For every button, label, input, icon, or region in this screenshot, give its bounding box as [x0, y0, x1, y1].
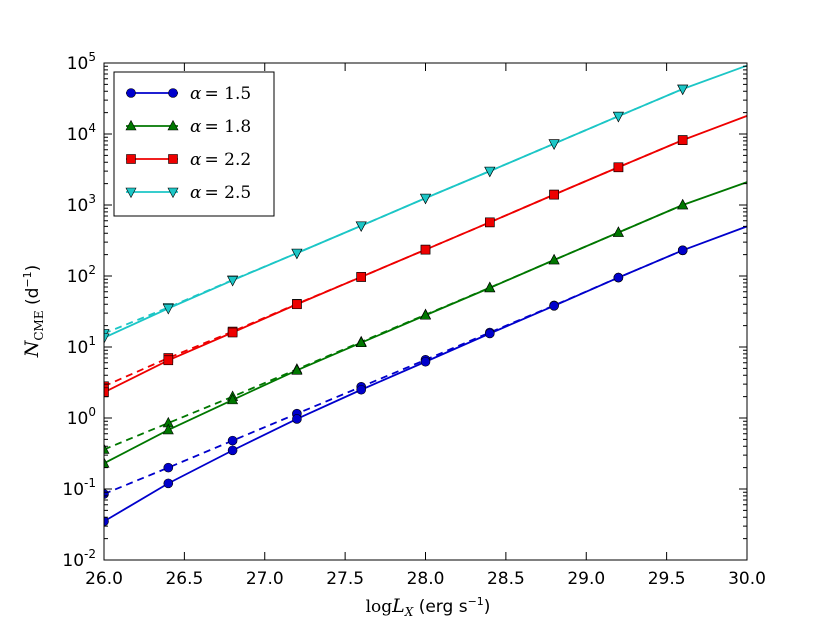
series-1-dashed-point [227, 435, 238, 446]
legend-marker-2 [167, 119, 179, 131]
series-2-point [355, 336, 367, 347]
series-1-point [292, 414, 302, 424]
series-4-point [227, 275, 239, 287]
legend-marker-2 [125, 119, 137, 131]
x-tick-label: 28.0 [407, 569, 445, 589]
series-1-dashed-line [104, 249, 684, 495]
series-3-point [549, 189, 559, 200]
series-1-point [484, 328, 495, 339]
legend-marker-3 [126, 154, 136, 164]
legend-label-1: α = 1.5 [190, 84, 251, 104]
series-4-point [291, 248, 303, 260]
series-4-point [548, 139, 560, 150]
series-1-point [549, 301, 559, 311]
x-axis-label: logLX (erg s−1) [366, 595, 491, 619]
series-3-point [356, 272, 367, 282]
x-tick-label: 29.0 [567, 569, 605, 589]
series-1-point [677, 245, 688, 256]
legend-marker-4 [125, 187, 137, 199]
series-1-point [227, 445, 238, 456]
series-4-point [677, 84, 689, 96]
y-tick-label: 102 [67, 263, 96, 287]
marker-layer [104, 84, 689, 527]
legend-marker-1 [168, 88, 178, 98]
legend-marker-4 [167, 187, 179, 199]
y-tick-label: 10-2 [62, 547, 96, 571]
y-tick-label: 10-1 [62, 476, 96, 500]
series-1-point [104, 516, 109, 527]
legend-marker-1 [126, 88, 136, 98]
series-4-point [420, 193, 431, 205]
x-tick-label: 27.0 [246, 569, 284, 589]
legend-label-2: α = 1.8 [190, 117, 251, 137]
series-3-point [613, 162, 624, 173]
y-tick-label: 104 [67, 121, 96, 145]
x-tick-label: 30.0 [728, 569, 766, 589]
series-2-point [420, 309, 431, 320]
x-tick-label: 28.5 [487, 569, 525, 589]
y-tick-label: 105 [67, 50, 96, 74]
series-1-point [163, 478, 174, 489]
series-3-point [227, 327, 238, 338]
x-tick-label: 26.0 [85, 569, 123, 589]
series-2-point [162, 423, 174, 435]
series-3-dashed-point [104, 381, 109, 392]
x-tick-label: 26.5 [165, 569, 203, 589]
legend-label-4: α = 2.5 [190, 183, 251, 203]
series-2-point [227, 393, 239, 405]
series-2-point [677, 198, 689, 210]
y-axis-label: NCME (d−1) [21, 265, 46, 359]
y-tick-label: 100 [67, 405, 96, 429]
series-1-point [356, 384, 367, 395]
series-4-point [162, 304, 174, 315]
x-tick-label: 27.5 [326, 569, 364, 589]
series-1-solid-line [104, 225, 747, 523]
series-4-point [104, 333, 110, 344]
legend-label-3: α = 2.2 [190, 150, 251, 170]
series-3-point [677, 135, 688, 145]
series-3-point [163, 355, 174, 366]
series-4-point [484, 166, 496, 178]
y-tick-label: 101 [67, 334, 96, 358]
series-1-point [420, 356, 431, 367]
series-1-dashed-point [163, 462, 174, 473]
legend: α = 1.5 α = 1.8 α = 2.2 α = 2.5 [113, 71, 275, 217]
series-3-point [104, 387, 109, 398]
series-2-point [612, 226, 624, 237]
series-4-point [355, 221, 367, 232]
series-4-point [612, 111, 624, 123]
series-1-point [613, 272, 624, 283]
y-tick-label: 103 [67, 192, 96, 216]
series-3-point [484, 217, 495, 228]
series-2-point [548, 253, 560, 265]
series-3-point [420, 244, 431, 255]
x-tick-label: 29.5 [648, 569, 686, 589]
series-2-point [484, 281, 496, 293]
series-2-solid-line [104, 181, 747, 465]
series-2-point [104, 457, 110, 468]
tick-layer: 26.0 26.5 27.0 27.5 28.0 28.5 29.0 29.5 30.0 10-2… [62, 50, 766, 589]
series-2-point [291, 364, 303, 375]
legend-marker-3 [168, 154, 178, 164]
series-3-point [292, 299, 302, 310]
